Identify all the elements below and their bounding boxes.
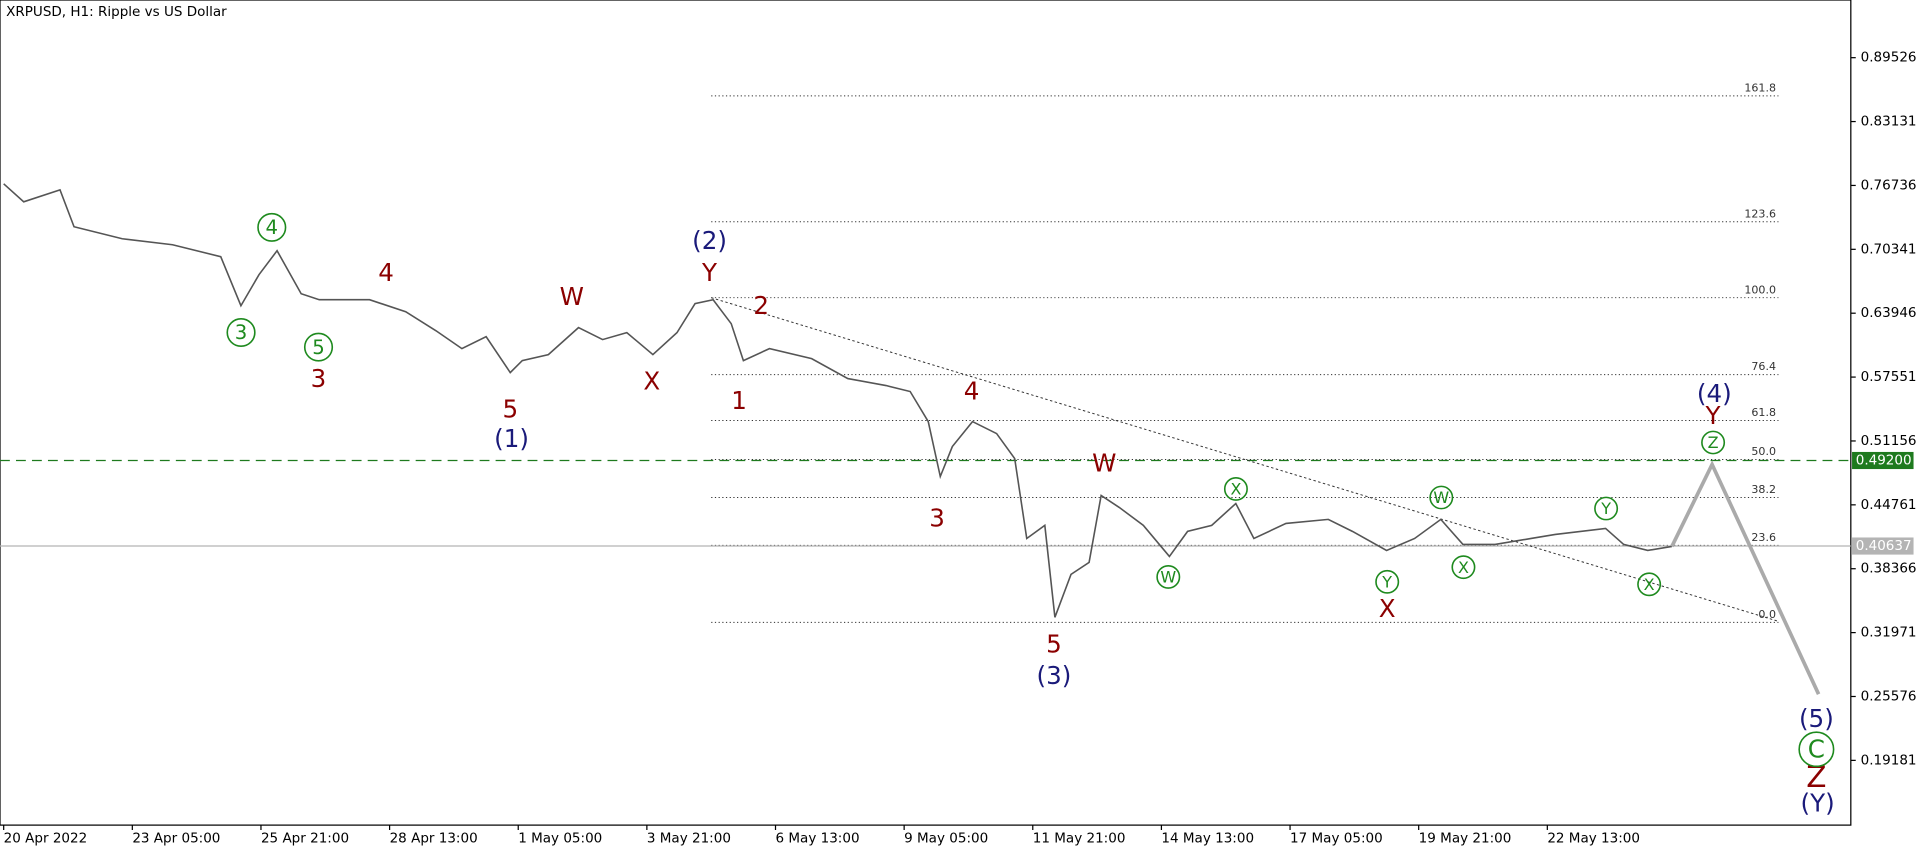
wave-label: W xyxy=(1433,488,1449,507)
x-tick-label: 28 Apr 13:00 xyxy=(390,831,478,847)
x-tick-label: 20 Apr 2022 xyxy=(4,831,88,847)
chart-title: XRPUSD, H1: Ripple vs US Dollar xyxy=(6,4,227,20)
price-tag xyxy=(1852,451,1914,470)
wave-label: (4) xyxy=(1697,379,1732,408)
fib-label: 38.2 xyxy=(1751,483,1776,496)
wave-label: (5) xyxy=(1799,704,1834,733)
x-tick-label: 3 May 21:00 xyxy=(647,831,731,847)
price-tag-label: 0.40637 xyxy=(1856,538,1912,554)
wave-label: 2 xyxy=(753,291,769,320)
wave-label: 5 xyxy=(503,395,519,424)
wave-label: X xyxy=(1379,594,1396,623)
wave-label: 5 xyxy=(1046,629,1062,658)
wave-label: X xyxy=(1458,558,1469,577)
y-tick-label: 0.31971 xyxy=(1861,625,1916,641)
y-tick-label: 0.83131 xyxy=(1861,114,1916,130)
fib-label: 123.6 xyxy=(1744,207,1776,220)
x-tick-label: 14 May 13:00 xyxy=(1161,831,1254,847)
x-tick-label: 25 Apr 21:00 xyxy=(261,831,349,847)
fib-label: 76.4 xyxy=(1751,360,1776,373)
fib-label: 0.0 xyxy=(1758,608,1776,621)
fib-label: 61.8 xyxy=(1751,406,1776,419)
y-tick-label: 0.51156 xyxy=(1861,433,1916,449)
wave-label: X xyxy=(1230,480,1241,499)
x-tick-label: 19 May 21:00 xyxy=(1419,831,1512,847)
wave-label: X xyxy=(643,367,660,396)
wave-circle xyxy=(1156,565,1181,589)
y-tick-label: 0.70341 xyxy=(1861,241,1916,257)
wave-circle xyxy=(226,318,256,347)
wave-circle xyxy=(1701,430,1726,455)
wave-label: X xyxy=(1644,575,1655,594)
wave-circle xyxy=(1798,731,1835,768)
wave-label: 5 xyxy=(312,336,325,359)
price-tag xyxy=(1852,537,1914,555)
wave-label: 3 xyxy=(311,364,327,393)
y-tick-label: 0.25576 xyxy=(1861,689,1916,705)
x-tick-label: 17 May 05:00 xyxy=(1290,831,1383,847)
wave-label: (Y) xyxy=(1801,788,1835,817)
plot-frame xyxy=(0,0,1852,826)
wave-label: C xyxy=(1808,735,1825,764)
wave-circle xyxy=(1594,496,1619,521)
y-tick-label: 0.19181 xyxy=(1861,752,1916,768)
wave-label: Y xyxy=(701,258,718,287)
fib-label: 23.6 xyxy=(1751,531,1776,544)
wave-label: 3 xyxy=(235,321,248,344)
x-tick-label: 9 May 05:00 xyxy=(904,831,988,847)
price-line xyxy=(3,183,1673,618)
y-tick-label: 0.89526 xyxy=(1861,50,1916,66)
wave-label: (1) xyxy=(494,424,529,453)
fib-label: 161.8 xyxy=(1744,82,1776,95)
wave-circle xyxy=(257,212,287,242)
wave-label: Y xyxy=(1600,499,1611,518)
wave-label: 4 xyxy=(964,376,980,405)
wave-label: W xyxy=(1092,449,1116,478)
x-tick-label: 1 May 05:00 xyxy=(518,831,602,847)
fib-label: 100.0 xyxy=(1744,283,1776,296)
x-tick-label: 6 May 13:00 xyxy=(776,831,860,847)
wave-circle xyxy=(1451,555,1476,580)
wave-label: 1 xyxy=(731,386,747,415)
y-tick-label: 0.57551 xyxy=(1861,369,1916,385)
price-tag-label: 0.49200 xyxy=(1856,453,1912,469)
wave-circle xyxy=(1637,572,1662,597)
wave-circle xyxy=(303,332,334,362)
y-tick-label: 0.44761 xyxy=(1861,497,1916,513)
forecast-line xyxy=(1670,460,1821,695)
x-tick-label: 22 May 13:00 xyxy=(1547,831,1640,847)
wave-label: (2) xyxy=(692,226,727,255)
wave-label: Z xyxy=(1806,760,1826,794)
wave-circle xyxy=(1429,485,1454,510)
y-tick-label: 0.76736 xyxy=(1861,177,1916,193)
x-tick-label: 23 Apr 05:00 xyxy=(132,831,220,847)
wave-label: 3 xyxy=(929,504,945,533)
wave-label: 4 xyxy=(378,258,394,287)
wave-label: Y xyxy=(1381,573,1392,592)
wave-label: W xyxy=(560,282,584,311)
wave-label: Y xyxy=(1705,401,1722,430)
wave-label: W xyxy=(1160,568,1176,587)
trendline xyxy=(711,297,1779,622)
wave-label: 4 xyxy=(266,216,279,239)
fib-label: 50.0 xyxy=(1751,445,1776,458)
wave-circle xyxy=(1223,477,1248,501)
y-tick-label: 0.38366 xyxy=(1861,561,1916,577)
wave-label: Z xyxy=(1708,433,1719,452)
y-tick-label: 0.63946 xyxy=(1861,305,1916,321)
x-tick-label: 11 May 21:00 xyxy=(1033,831,1126,847)
wave-label: (3) xyxy=(1037,661,1072,690)
wave-circle xyxy=(1375,569,1400,594)
